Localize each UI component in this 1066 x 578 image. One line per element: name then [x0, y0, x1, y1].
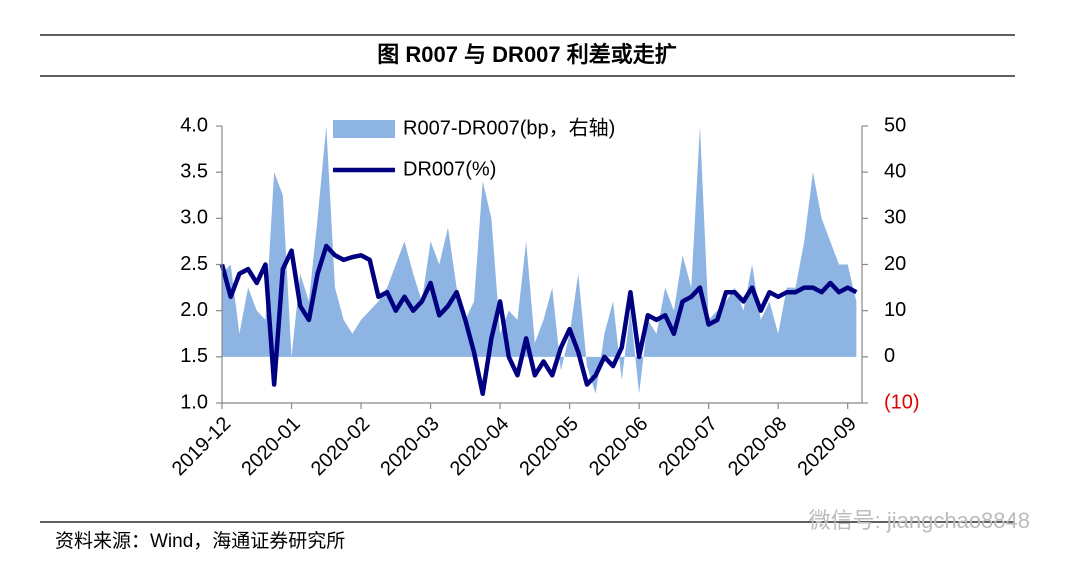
chart-title: 图 R007 与 DR007 利差或走扩 [377, 42, 677, 67]
y2-tick-label: (10) [884, 391, 920, 413]
x-tick-label: 2020-03 [376, 413, 443, 480]
x-tick-label: 2020-08 [724, 413, 791, 480]
y-tick-label: 3.0 [180, 207, 208, 229]
x-tick-label: 2020-06 [585, 413, 652, 480]
y-tick-label: 2.5 [180, 253, 208, 275]
x-tick-label: 2020-05 [515, 413, 582, 480]
y2-tick-label: 50 [884, 114, 906, 136]
area-series [222, 126, 857, 394]
legend-label: DR007(%) [403, 158, 496, 180]
y-tick-label: 4.0 [180, 114, 208, 136]
legend-label: R007-DR007(bp，右轴) [403, 116, 615, 139]
y2-tick-label: 0 [884, 345, 895, 367]
line-series [219, 243, 858, 397]
x-tick-label: 2020-04 [446, 413, 513, 480]
source-note: 资料来源：Wind，海通证券研究所 [55, 530, 345, 552]
y2-tick-label: 10 [884, 299, 906, 321]
y2-tick-label: 30 [884, 207, 906, 229]
watermark: 微信号: jiangchao8848 [809, 508, 1030, 533]
legend-swatch [333, 120, 395, 138]
y-tick-label: 1.5 [180, 345, 208, 367]
y2-tick-label: 20 [884, 253, 906, 275]
x-tick-label: 2019-12 [168, 413, 235, 480]
y2-tick-label: 40 [884, 160, 906, 182]
y-tick-label: 3.5 [180, 160, 208, 182]
y-tick-label: 2.0 [180, 299, 208, 321]
x-tick-label: 2020-01 [237, 413, 304, 480]
x-tick-label: 2020-09 [793, 413, 860, 480]
x-tick-label: 2020-07 [654, 413, 721, 480]
x-tick-label: 2020-02 [307, 413, 374, 480]
y-tick-label: 1.0 [180, 391, 208, 413]
